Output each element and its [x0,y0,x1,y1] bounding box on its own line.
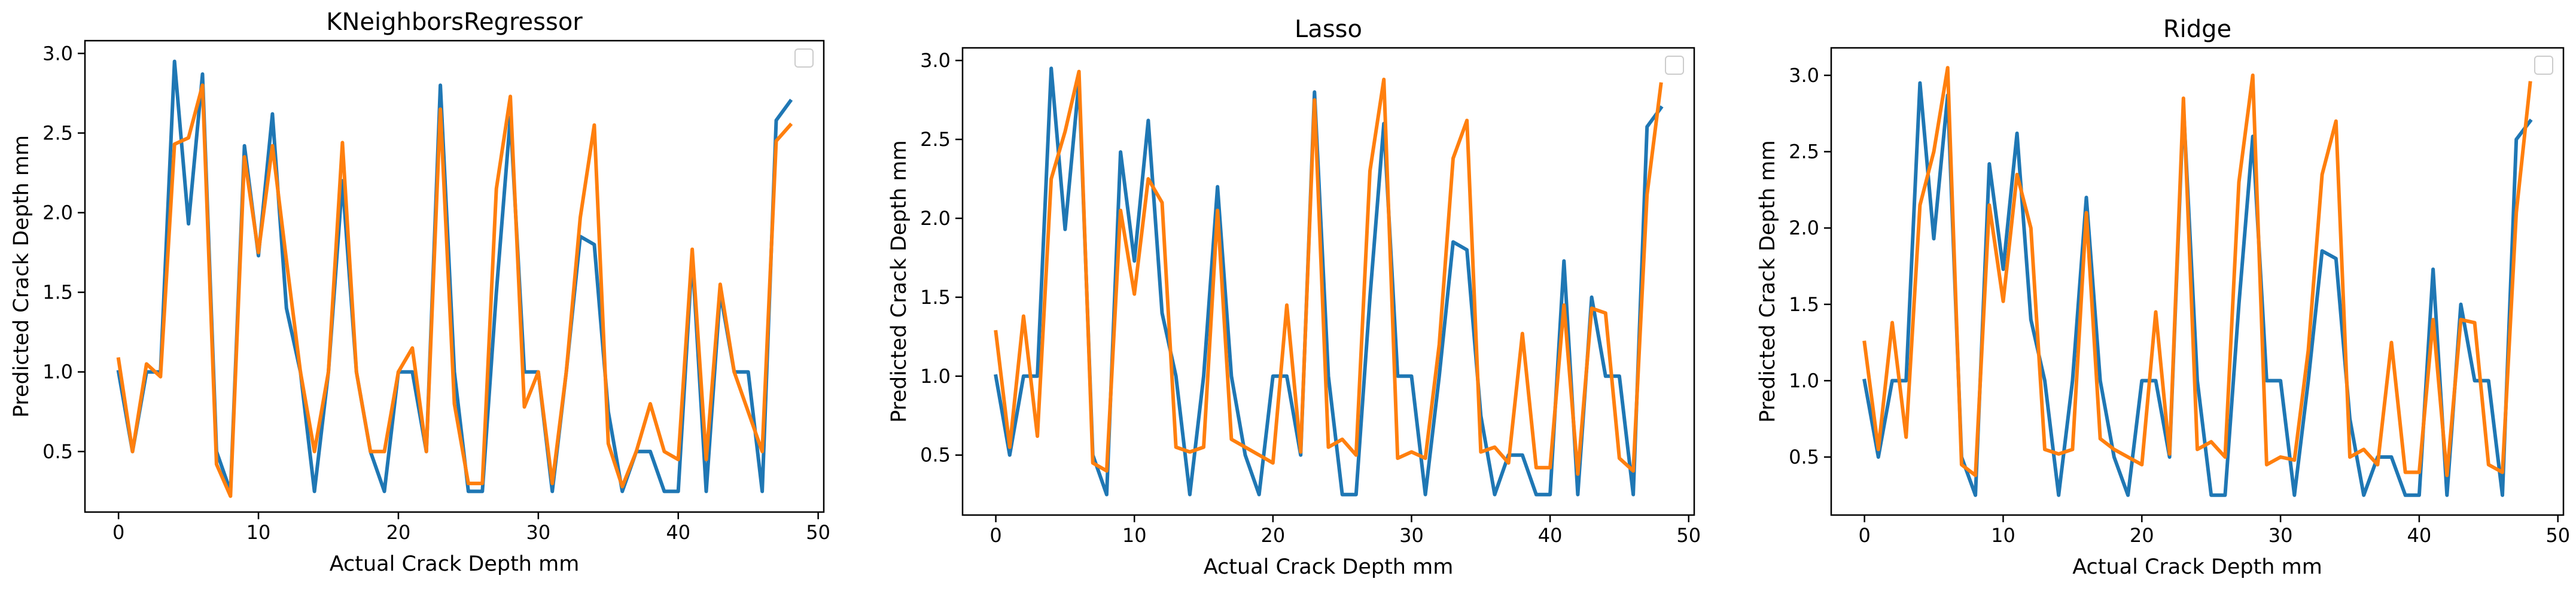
x-tick-label: 10 [1122,524,1147,547]
y-tick-label: 1.5 [42,281,73,304]
y-axis-label: Predicted Crack Depth mm [10,135,34,418]
plot-frame [84,39,825,513]
y-tick-label: 0.5 [920,444,951,467]
x-tick-label: 0 [1858,524,1870,547]
x-tick-label: 10 [1991,524,2015,547]
x-tick-label: 30 [2269,524,2293,547]
legend-box [794,48,814,68]
y-tick-label: 0.5 [42,440,73,463]
y-tick-label: 1.0 [920,365,951,388]
y-tick-label: 1.0 [42,361,73,383]
chart-title: KNeighborsRegressor [326,8,583,36]
x-tick-label: 20 [1260,524,1285,547]
x-tick-label: 0 [112,521,124,544]
y-tick-label: 1.0 [1789,369,1819,392]
y-tick-label: 1.5 [1789,293,1819,316]
y-tick-label: 3.0 [42,42,73,65]
x-tick-label: 40 [666,521,690,544]
x-tick-label: 30 [1399,524,1424,547]
y-tick-label: 2.0 [920,207,951,230]
x-tick-label: 40 [2407,524,2432,547]
series-line-predicted [116,83,793,498]
series-line-predicted [994,69,1663,476]
x-axis-label: Actual Crack Depth mm [330,552,580,576]
y-axis-label: Predicted Crack Depth mm [887,140,911,422]
chart-panel: Lasso 0 10 20 30 40 50 0.5 1.0 1.5 2.0 2.5 3.0 Actual… [887,16,1701,579]
x-tick-label: 10 [246,521,271,544]
legend-box [2534,56,2553,75]
x-tick-label: 50 [806,521,830,544]
x-tick-label: 0 [989,524,1001,547]
y-tick-label: 1.5 [920,286,951,309]
y-tick-label: 2.5 [1789,141,1819,163]
chart-title: Ridge [2163,16,2231,43]
series-line-actual [994,66,1664,497]
x-tick-label: 20 [386,521,411,544]
x-axis-label: Actual Crack Depth mm [1204,555,1454,579]
chart-panel: Ridge 0 10 20 30 40 50 0.5 1.0 1.5 2.0 2.5 3.0 Actual… [1756,16,2570,579]
plot-frame [1830,47,2565,516]
x-tick-label: 50 [1676,524,1701,547]
x-tick-label: 30 [526,521,550,544]
plot-frame [961,47,1695,516]
chart-panel: KNeighborsRegressor 0 10 20 30 40 50 0.5 1.0 1.5 2… [10,8,830,576]
y-tick-label: 2.5 [920,128,951,151]
series-line-predicted [1862,66,2532,477]
y-tick-label: 2.5 [42,121,73,144]
x-axis-label: Actual Crack Depth mm [2072,555,2322,579]
y-tick-label: 2.0 [1789,217,1819,239]
chart-title: Lasso [1295,16,1362,43]
y-tick-label: 3.0 [1789,64,1819,87]
y-tick-label: 2.0 [42,202,73,224]
x-tick-label: 20 [2130,524,2154,547]
x-tick-label: 50 [2545,524,2570,547]
y-tick-label: 0.5 [1789,446,1819,468]
y-axis-label: Predicted Crack Depth mm [1756,140,1780,422]
legend-box [1665,56,1684,75]
series-line-actual [1862,81,2533,497]
y-tick-label: 3.0 [920,49,951,72]
x-tick-label: 40 [1538,524,1563,547]
